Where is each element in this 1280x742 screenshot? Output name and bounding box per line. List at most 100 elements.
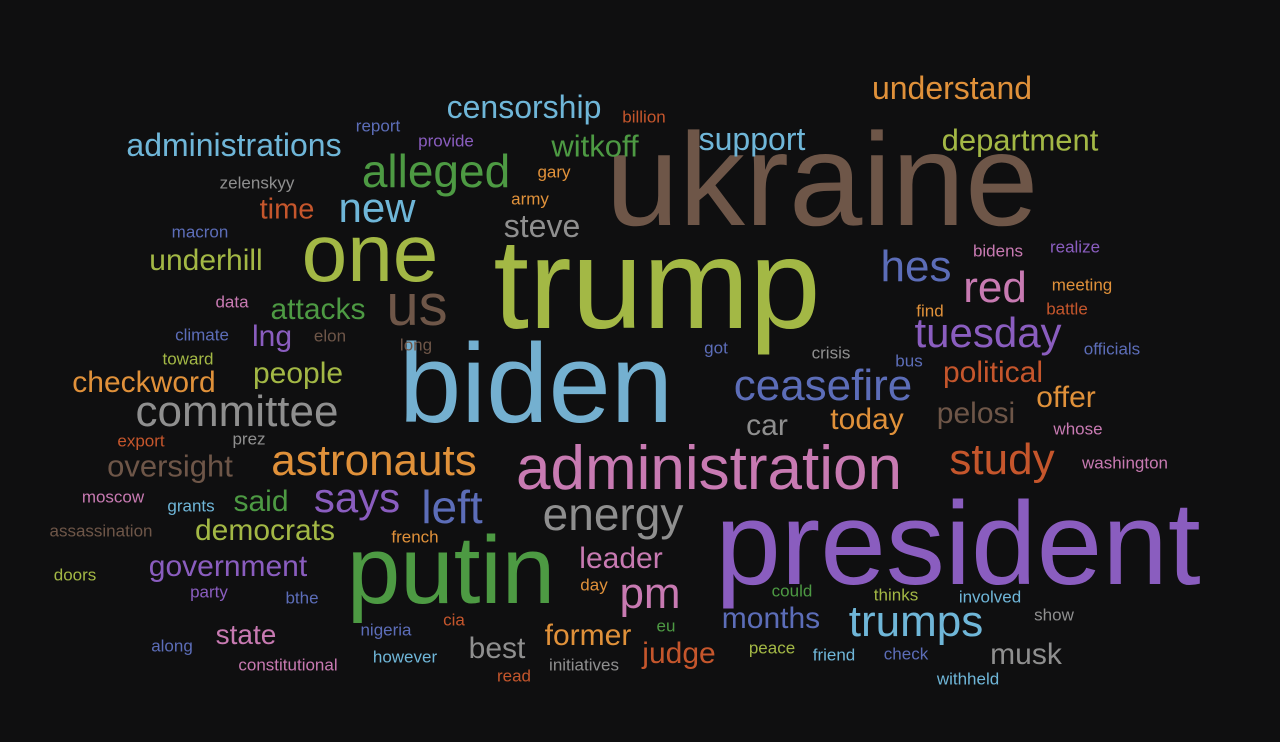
word-moscow: moscow bbox=[81, 487, 145, 507]
word-grants: grants bbox=[167, 496, 215, 516]
word-best: best bbox=[468, 632, 526, 665]
word-macron: macron bbox=[171, 222, 229, 242]
word-toward: toward bbox=[162, 349, 214, 369]
word-pelosi: pelosi bbox=[936, 397, 1016, 430]
word-hes: hes bbox=[880, 242, 952, 291]
word-however: however bbox=[372, 647, 438, 667]
word-government: government bbox=[148, 550, 308, 583]
word-long: long bbox=[399, 335, 433, 355]
word-meeting: meeting bbox=[1051, 275, 1113, 295]
word-says: says bbox=[313, 474, 401, 521]
word-leader: leader bbox=[579, 542, 663, 575]
word-energy: energy bbox=[542, 488, 684, 540]
word-realize: realize bbox=[1049, 237, 1101, 257]
word-army: army bbox=[511, 189, 549, 209]
word-astronauts: astronauts bbox=[271, 436, 477, 485]
word-involved: involved bbox=[958, 587, 1022, 607]
word-state: state bbox=[215, 619, 277, 650]
word-administration: administration bbox=[516, 434, 902, 503]
word-trumps: trumps bbox=[848, 597, 984, 646]
word-musk: musk bbox=[990, 638, 1062, 671]
word-officials: officials bbox=[1083, 339, 1141, 359]
word-bus: bus bbox=[895, 351, 923, 371]
word-trump: trump bbox=[493, 213, 821, 356]
word-check: check bbox=[883, 644, 929, 664]
word-elon: elon bbox=[313, 326, 347, 346]
word-time: time bbox=[259, 193, 315, 226]
word-car: car bbox=[746, 409, 788, 442]
word-democrats: democrats bbox=[194, 514, 336, 547]
word-show: show bbox=[1034, 605, 1074, 625]
word-cia: cia bbox=[443, 610, 465, 630]
word-along: along bbox=[151, 636, 193, 656]
word-alleged: alleged bbox=[361, 145, 511, 197]
word-ceasefire: ceasefire bbox=[733, 361, 913, 410]
word-initiatives: initiatives bbox=[549, 655, 619, 675]
word-lng: lng bbox=[251, 320, 293, 353]
word-gary: gary bbox=[537, 162, 571, 182]
word-data: data bbox=[215, 292, 249, 312]
word-left: left bbox=[421, 481, 483, 533]
word-offer: offer bbox=[1036, 381, 1096, 414]
word-export: export bbox=[117, 431, 165, 451]
word-pm: pm bbox=[619, 569, 681, 618]
word-bthe: bthe bbox=[285, 588, 319, 608]
word-bidens: bidens bbox=[972, 241, 1024, 261]
word-ukraine: ukraine bbox=[605, 106, 1039, 253]
word-withheld: withheld bbox=[936, 669, 1000, 689]
word-red: red bbox=[963, 263, 1027, 312]
word-one: one bbox=[301, 208, 439, 299]
word-steve: steve bbox=[503, 208, 581, 244]
word-months: months bbox=[721, 602, 821, 635]
word-party: party bbox=[190, 582, 228, 602]
word-president: president bbox=[715, 478, 1201, 610]
word-report: report bbox=[355, 116, 401, 136]
word-provide: provide bbox=[418, 131, 474, 151]
word-prez: prez bbox=[232, 429, 266, 449]
word-thinks: thinks bbox=[873, 585, 919, 605]
word-committee: committee bbox=[135, 387, 339, 436]
word-oversight: oversight bbox=[107, 448, 233, 484]
word-nigeria: nigeria bbox=[360, 620, 412, 640]
word-biden: biden bbox=[398, 321, 674, 446]
word-billion: billion bbox=[622, 107, 666, 127]
word-support: support bbox=[698, 121, 806, 157]
word-could: could bbox=[771, 581, 813, 601]
word-people: people bbox=[252, 357, 344, 390]
word-zelenskyy: zelenskyy bbox=[219, 173, 295, 193]
word-attacks: attacks bbox=[270, 293, 366, 326]
word-whose: whose bbox=[1053, 419, 1103, 439]
word-assassination: assassination bbox=[49, 521, 153, 541]
word-witkoff: witkoff bbox=[551, 128, 639, 164]
word-doors: doors bbox=[53, 565, 97, 585]
word-underhill: underhill bbox=[149, 244, 263, 277]
word-censorship: censorship bbox=[446, 89, 602, 125]
word-crisis: crisis bbox=[811, 343, 851, 363]
word-battle: battle bbox=[1046, 299, 1088, 319]
word-french: french bbox=[391, 527, 439, 547]
word-day: day bbox=[580, 575, 608, 595]
word-friend: friend bbox=[812, 645, 856, 665]
word-study: study bbox=[949, 435, 1055, 484]
word-checkword: checkword bbox=[72, 366, 216, 399]
word-climate: climate bbox=[175, 325, 229, 345]
word-today: today bbox=[830, 403, 904, 436]
word-new: new bbox=[338, 184, 416, 231]
word-washington: washington bbox=[1081, 453, 1169, 473]
word-read: read bbox=[496, 666, 532, 686]
word-administrations: administrations bbox=[126, 127, 342, 163]
word-tuesday: tuesday bbox=[914, 309, 1062, 356]
word-putin: putin bbox=[346, 517, 556, 624]
word-us: us bbox=[386, 273, 448, 338]
word-constitutional: constitutional bbox=[238, 655, 338, 675]
word-said: said bbox=[233, 485, 289, 518]
word-find: find bbox=[916, 301, 944, 321]
word-eu: eu bbox=[656, 616, 676, 636]
word-understand: understand bbox=[871, 70, 1033, 106]
word-former: former bbox=[544, 619, 632, 652]
word-political: political bbox=[942, 356, 1044, 389]
word-judge: judge bbox=[642, 637, 716, 670]
word-peace: peace bbox=[748, 638, 796, 658]
word-got: got bbox=[704, 338, 728, 358]
